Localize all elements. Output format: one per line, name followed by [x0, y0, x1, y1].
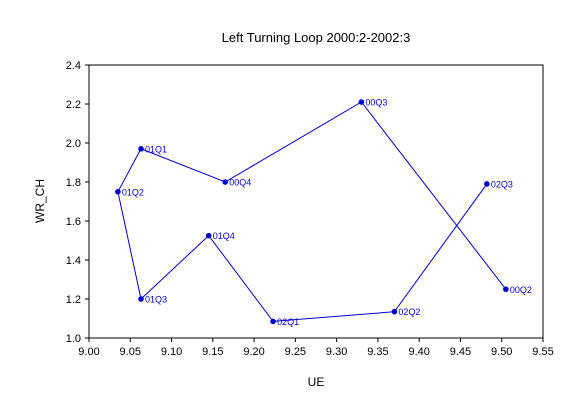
- y-tick-label: 1.4: [66, 255, 81, 267]
- x-axis: 9.00 9.05 9.10 9.15 9.20 9.25 9.30 9.35 9.40 9.45…: [78, 338, 554, 358]
- data-point: [358, 99, 365, 105]
- data-point-label: 02Q2: [398, 307, 420, 317]
- y-axis-label: WR_CH: [33, 179, 47, 223]
- y-tick-label: 1.0: [66, 333, 81, 345]
- data-point-label: 01Q2: [122, 187, 144, 197]
- plot-frame: [88, 64, 544, 339]
- data-point: [138, 296, 144, 302]
- x-tick-label: 9.20: [243, 346, 264, 358]
- x-tick-label: 9.30: [326, 346, 347, 358]
- x-tick-label: 9.15: [202, 346, 223, 358]
- series-line: [117, 101, 507, 322]
- x-axis-label: UE: [308, 375, 325, 389]
- x-tick-label: 9.25: [285, 346, 306, 358]
- x-tick-label: 9.05: [120, 346, 141, 358]
- y-tick-label: 2.4: [66, 60, 81, 72]
- y-tick-label: 1.6: [66, 216, 81, 228]
- series-line-group: [117, 101, 507, 322]
- series-points-group: 00Q2 00Q3 00Q4 01Q1 01Q2 01Q3 01Q4 02Q1 02Q2 02Q3: [115, 98, 532, 327]
- chart-title: Left Turning Loop 2000:2-2002:3: [222, 30, 411, 45]
- x-tick-label: 9.55: [532, 346, 553, 358]
- data-point-label: 01Q3: [145, 295, 167, 305]
- x-tick-label: 9.10: [161, 346, 182, 358]
- y-tick-label: 2.2: [66, 99, 81, 111]
- data-point-label: 00Q4: [229, 178, 251, 188]
- data-point-label: 02Q1: [277, 317, 299, 327]
- data-point-label: 02Q3: [491, 179, 513, 189]
- x-tick-label: 9.35: [367, 346, 388, 358]
- data-point-label: 01Q1: [145, 144, 167, 154]
- y-axis: 1.0 1.2 1.4 1.6 1.8 2.0 2.2 2.4: [66, 60, 89, 345]
- x-tick-label: 9.45: [450, 346, 471, 358]
- y-tick-label: 1.8: [66, 177, 81, 189]
- y-tick-label: 1.2: [66, 294, 81, 306]
- data-point: [391, 308, 398, 315]
- data-point: [115, 188, 121, 195]
- data-point: [138, 146, 144, 152]
- data-point-label: 01Q4: [213, 231, 235, 241]
- x-tick-label: 9.40: [408, 346, 429, 358]
- data-point-label: 00Q3: [365, 98, 387, 108]
- x-tick-label: 9.00: [78, 346, 99, 358]
- data-point: [205, 232, 212, 239]
- x-tick-label: 9.50: [491, 346, 512, 358]
- y-tick-label: 2.0: [66, 138, 81, 150]
- data-point: [484, 181, 490, 187]
- data-point: [503, 286, 509, 293]
- data-point: [270, 318, 276, 325]
- data-point: [222, 179, 228, 185]
- data-point-label: 00Q2: [510, 285, 532, 295]
